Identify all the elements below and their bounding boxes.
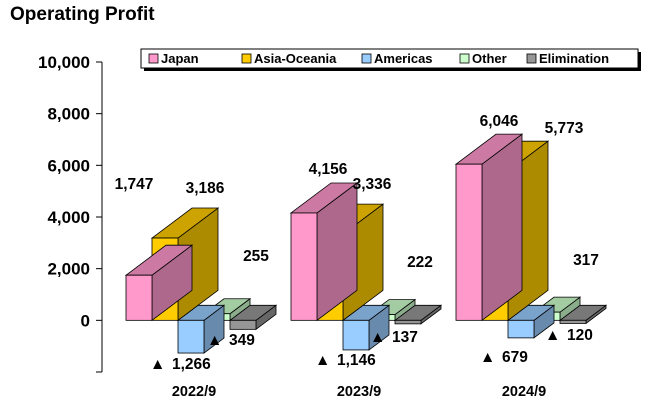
bar bbox=[341, 304, 391, 351]
data-label: 349 bbox=[229, 332, 255, 349]
legend-swatch bbox=[361, 53, 372, 64]
legend-label: Japan bbox=[161, 51, 199, 66]
data-label: 679 bbox=[502, 349, 528, 366]
data-label: 3,186 bbox=[186, 180, 225, 197]
data-label: 317 bbox=[573, 252, 599, 269]
negative-marker: ▲ bbox=[370, 329, 385, 346]
legend-swatch bbox=[526, 53, 537, 64]
legend-label: Other bbox=[472, 51, 507, 66]
data-label: 1,266 bbox=[172, 356, 211, 373]
bar bbox=[506, 304, 556, 339]
negative-marker: ▲ bbox=[480, 349, 495, 366]
bar bbox=[176, 304, 226, 354]
bar bbox=[124, 244, 194, 322]
bar-front bbox=[394, 319, 422, 325]
data-label: 3,336 bbox=[353, 176, 392, 193]
legend-swatch bbox=[459, 53, 470, 64]
data-label: 255 bbox=[243, 248, 269, 265]
negative-marker: ▲ bbox=[150, 356, 165, 373]
bar-front bbox=[125, 274, 153, 321]
data-label: 4,156 bbox=[309, 161, 348, 178]
y-tick-label: 2,000 bbox=[47, 260, 90, 279]
data-label: 222 bbox=[407, 254, 433, 271]
y-tick-label: 8,000 bbox=[47, 105, 90, 124]
bar bbox=[289, 182, 359, 322]
y-tick-label: 6,000 bbox=[47, 156, 90, 175]
x-category-label: 2022/9 bbox=[172, 384, 216, 400]
bar bbox=[454, 133, 524, 322]
bar bbox=[558, 304, 608, 325]
bar-front bbox=[290, 212, 318, 321]
bar-front bbox=[229, 319, 257, 330]
data-labels-layer: 1,747 4,156 6,046 3,186 3,336 5,773 ▲ 1,266 ▲ 1,1… bbox=[115, 113, 599, 373]
data-label: 137 bbox=[392, 329, 418, 346]
legend-label: Americas bbox=[374, 51, 433, 66]
bar-front bbox=[342, 319, 370, 351]
data-label: 1,146 bbox=[337, 352, 376, 369]
data-label: 5,773 bbox=[545, 120, 584, 137]
legend-label: Elimination bbox=[539, 51, 609, 66]
bars-layer bbox=[124, 133, 608, 354]
legend: Japan Asia-Oceania Americas Other Eliminatio… bbox=[140, 48, 641, 71]
y-tick-label: 10,000 bbox=[38, 53, 90, 72]
bar-side bbox=[481, 133, 523, 322]
y-axis-layer: 10,000 8,000 6,000 4,000 2,000 0 2022/9 2023/9 2… bbox=[38, 53, 546, 400]
legend-box bbox=[140, 48, 639, 69]
negative-marker: ▲ bbox=[545, 327, 560, 344]
legend-label: Asia-Oceania bbox=[254, 51, 337, 66]
negative-marker: ▲ bbox=[207, 332, 222, 349]
y-tick-label: 0 bbox=[81, 311, 90, 330]
chart-title: Operating Profit bbox=[10, 4, 155, 25]
bar-front bbox=[455, 163, 483, 321]
bar bbox=[228, 304, 278, 331]
x-category-label: 2023/9 bbox=[337, 384, 381, 400]
bar-front bbox=[507, 319, 535, 339]
bar-front bbox=[559, 319, 587, 324]
data-label: 1,747 bbox=[115, 176, 154, 193]
negative-marker: ▲ bbox=[315, 352, 330, 369]
legend-swatch bbox=[148, 53, 159, 64]
data-label: 120 bbox=[567, 327, 593, 344]
data-label: 6,046 bbox=[480, 113, 519, 130]
x-category-label: 2024/9 bbox=[502, 384, 546, 400]
legend-swatch bbox=[241, 53, 252, 64]
bar-front bbox=[177, 319, 205, 354]
y-tick-label: 4,000 bbox=[47, 208, 90, 227]
